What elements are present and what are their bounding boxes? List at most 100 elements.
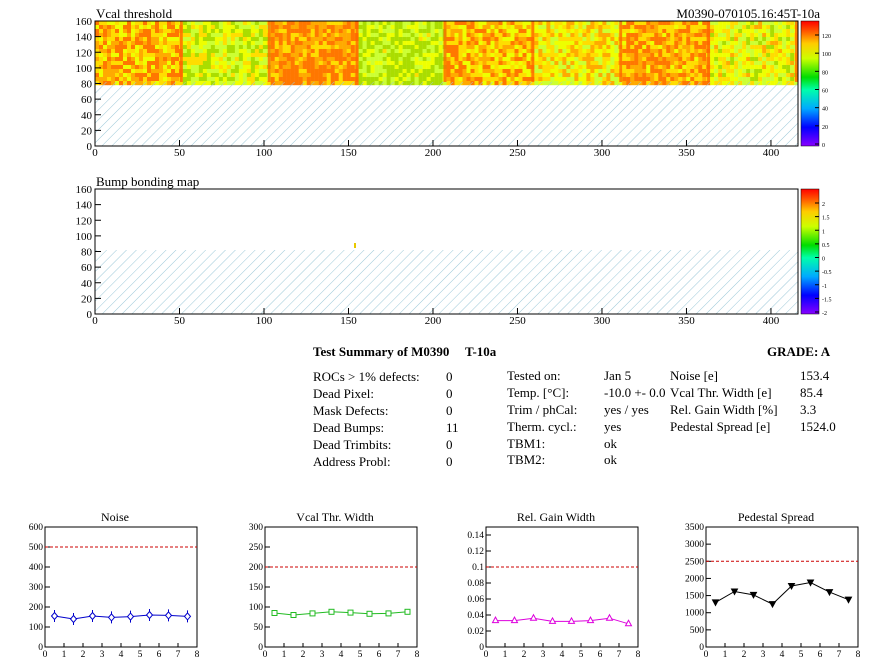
map-z-tick-label: 1	[822, 229, 825, 235]
plot-x-tick-label: 1	[62, 650, 67, 660]
data-point	[844, 596, 853, 604]
test-label: TBM2:	[507, 452, 546, 467]
summary-plot: Pedestal Spread 0 500 1000 1500 2000 2500 3000 3…	[685, 510, 861, 660]
plot-y-tick-label: 100	[29, 623, 44, 633]
map1-title: Vcal threshold	[96, 6, 173, 21]
plot-x-tick-label: 2	[81, 650, 86, 660]
plot-x-tick-label: 5	[358, 650, 363, 660]
summary-plot: Vcal Thr. Width 0 50 100 150 200 250 300 0 1 2 3 4 5 6…	[249, 510, 420, 660]
plot-y-tick-label: 0.08	[467, 579, 484, 589]
test-value: yes	[604, 419, 622, 434]
data-point	[567, 616, 576, 624]
plot-x-tick-label: 4	[119, 650, 124, 660]
map-z-tick-label: 0	[822, 143, 825, 149]
test-label: Trim / phCal:	[507, 402, 578, 417]
data-point	[711, 599, 720, 607]
summary-title: Test Summary of M0390	[313, 344, 450, 359]
map-x-tick-label: 250	[509, 315, 526, 327]
plot-x-tick-label: 0	[263, 650, 268, 660]
plot-x-tick-label: 5	[138, 650, 143, 660]
plot-x-tick-label: 2	[742, 650, 747, 660]
plot-x-tick-label: 6	[377, 650, 382, 660]
map1-heat-cells	[95, 21, 799, 86]
map-z-tick-label: 0.5	[822, 243, 830, 249]
map-y-tick-label: 120	[76, 215, 93, 227]
plot-y-tick-label: 2000	[685, 574, 704, 584]
data-point	[271, 610, 278, 616]
plot-frame	[44, 526, 198, 648]
data-point	[548, 616, 557, 624]
plot-x-tick-label: 0	[704, 650, 709, 660]
plot-x-tick-label: 2	[522, 650, 527, 660]
plot-y-tick-label: 0.02	[467, 627, 484, 637]
plot-x-tick-label: 8	[415, 650, 420, 660]
defect-label: Mask Defects:	[313, 403, 389, 418]
plot-y-tick-label: 0	[699, 643, 704, 653]
data-point	[366, 610, 373, 617]
plot-y-tick-label: 0.06	[467, 595, 484, 605]
map-x-tick-label: 50	[174, 147, 186, 159]
roc-edge-column	[355, 21, 359, 82]
map-z-tick-label: 60	[822, 89, 828, 95]
param-value: 3.3	[800, 402, 817, 417]
map1-z-axis: 0 20 40 60 80 100 120	[815, 34, 831, 149]
data-point	[749, 591, 758, 599]
defect-label: Dead Pixel:	[313, 386, 375, 401]
map2-hatched-region	[95, 250, 798, 314]
data-point	[586, 616, 595, 624]
plot-x-tick-label: 3	[320, 650, 325, 660]
plot-x-tick-label: 4	[560, 650, 565, 660]
plot-title: Noise	[101, 510, 129, 524]
map-y-tick-label: 20	[81, 125, 93, 137]
data-point	[768, 601, 777, 609]
plot-y-tick-label: 0.1	[472, 563, 484, 573]
plot-y-tick-label: 0.04	[467, 611, 484, 621]
plot-x-tick-label: 0	[43, 650, 48, 660]
defect-label: Dead Bumps:	[313, 420, 385, 435]
map-z-tick-label: 40	[822, 107, 828, 113]
map-z-tick-label: 120	[822, 34, 831, 40]
plot-y-tick-label: 2500	[685, 557, 704, 567]
map-y-tick-label: 60	[81, 262, 93, 274]
plot-y-tick-label: 3500	[685, 523, 704, 533]
map2-color-scale	[800, 188, 820, 315]
summary-plot: Noise 0 100 200 300 400 500 600 0 1 2 3 4 5 6 7 8	[29, 510, 200, 660]
plot-x-tick-label: 1	[723, 650, 728, 660]
plot-x-tick-label: 7	[617, 650, 622, 660]
plot-x-tick-label: 6	[157, 650, 162, 660]
data-point	[491, 616, 500, 624]
plot-x-tick-label: 6	[818, 650, 823, 660]
defect-value: 0	[446, 437, 453, 452]
map-x-tick-label: 250	[509, 147, 526, 159]
data-point	[183, 612, 192, 621]
map-z-tick-label: -2	[822, 311, 827, 317]
plot-y-tick-label: 3000	[685, 540, 704, 550]
plot-frame	[485, 526, 639, 648]
plot-y-tick-label: 200	[29, 603, 44, 613]
map1-x-axis: 0 50 100 150 200 250 300 350 400	[92, 140, 780, 159]
map-y-tick-label: 20	[81, 293, 93, 305]
test-value: ok	[604, 436, 617, 451]
map-x-tick-label: 200	[425, 315, 442, 327]
map1-module-id: M0390-070105.16:45T-10a	[676, 6, 820, 21]
plot-y-tick-label: 1500	[685, 592, 704, 602]
grade-label: GRADE: A	[767, 344, 831, 359]
map2-z-axis: -2 -1.5 -1 -0.5 0 0.5 1 1.5 2	[815, 202, 832, 317]
data-point	[164, 611, 173, 620]
plot-x-tick-label: 5	[579, 650, 584, 660]
map1-hatched-region	[95, 82, 798, 146]
plot-y-tick-label: 0	[258, 643, 263, 653]
plot-y-tick-label: 500	[29, 543, 44, 553]
map-y-tick-label: 140	[76, 200, 93, 212]
map-x-tick-label: 300	[594, 315, 611, 327]
param-label: Pedestal Spread [e]	[670, 419, 771, 434]
data-point	[624, 619, 633, 627]
plot-x-tick-label: 5	[799, 650, 804, 660]
test-value: yes / yes	[604, 402, 649, 417]
map-y-tick-label: 80	[81, 79, 93, 91]
plot-x-tick-label: 3	[100, 650, 105, 660]
map-y-tick-label: 100	[76, 231, 93, 243]
plot-title: Rel. Gain Width	[517, 510, 595, 524]
map1-color-scale	[800, 20, 820, 147]
